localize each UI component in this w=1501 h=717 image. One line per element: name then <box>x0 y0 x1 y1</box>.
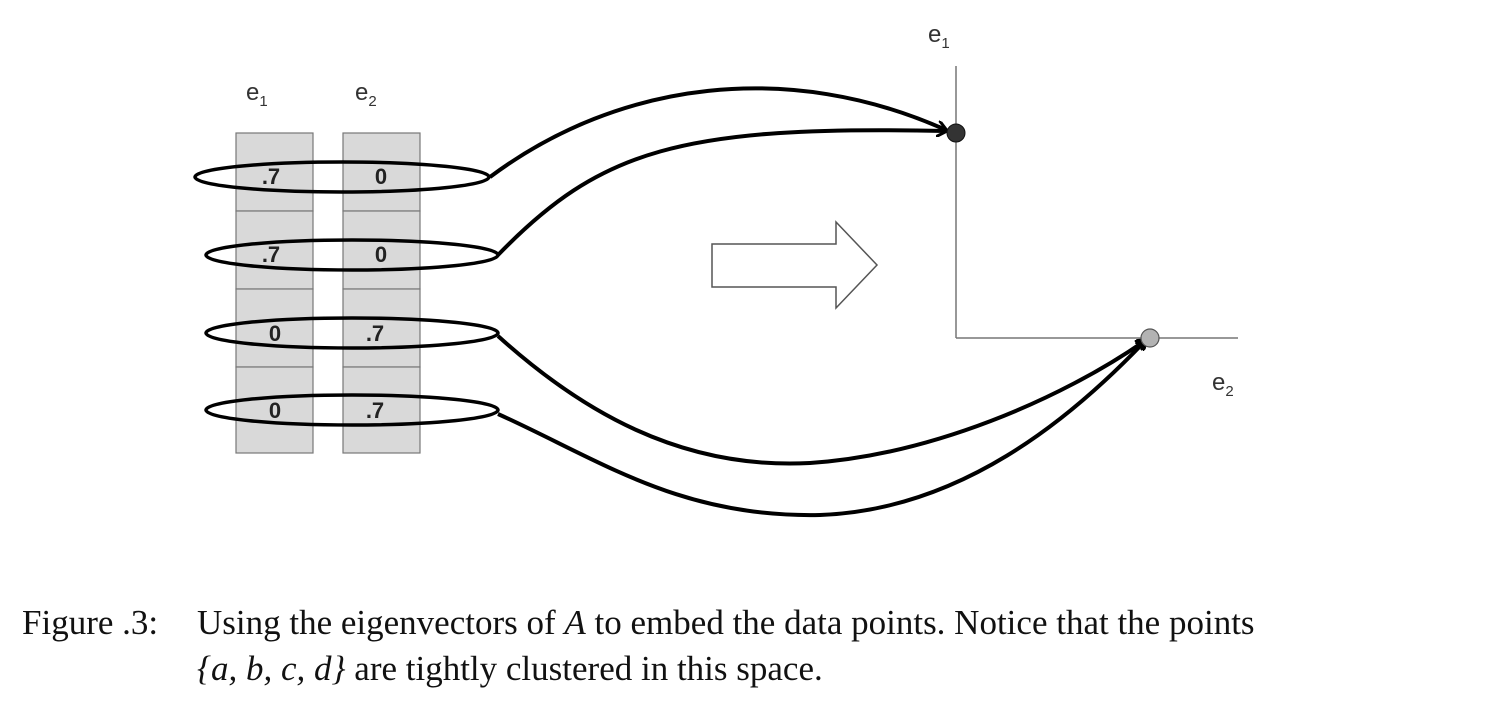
row-ellipse-4 <box>204 393 500 427</box>
caption-label: Figure .3: <box>22 603 159 642</box>
row-ellipse-1 <box>193 160 491 194</box>
figure-caption: Figure .3: Using the eigenvectors of A t… <box>22 600 1492 692</box>
mapping-arrow-row3 <box>496 334 1146 466</box>
row-ellipse-3 <box>204 316 500 350</box>
caption-line2: {a, b, c, d} are tightly clustered in th… <box>197 649 823 688</box>
column-label-e2: e2 <box>355 79 377 110</box>
cell-row1-e2: 0 <box>375 164 387 189</box>
caption-line1: Using the eigenvectors of A to embed the… <box>197 603 1255 642</box>
cell-row4-e2: .7 <box>366 398 384 423</box>
embedded-point-e2 <box>1140 328 1160 348</box>
cell-row1-e1: .7 <box>262 164 280 189</box>
cell-row4-e1: 0 <box>269 398 281 423</box>
eigenvector-column-e2 <box>342 132 421 454</box>
embedded-point-e1 <box>946 123 966 143</box>
cell-row2-e2: 0 <box>375 242 387 267</box>
embedding-diagram: e1 e2 .7 0 .7 0 0 .7 0 .7 e1 e2 <box>193 21 1238 518</box>
axis-label-e2: e2 <box>1212 369 1234 400</box>
caption-point-set: {a, b, c, d} <box>197 649 346 688</box>
cell-row3-e2: .7 <box>366 321 384 346</box>
cell-row3-e1: 0 <box>269 321 281 346</box>
mapping-arrow-row4 <box>497 340 1146 518</box>
axis-label-e1: e1 <box>928 21 950 52</box>
eigenvector-column-e1 <box>235 132 314 454</box>
column-label-e1: e1 <box>246 79 268 110</box>
caption-variable-a: A <box>564 603 586 642</box>
mapping-arrow-row2 <box>496 130 946 257</box>
mapping-arrow-row1 <box>488 86 946 179</box>
transform-arrow-icon <box>711 220 879 310</box>
cell-row2-e1: .7 <box>262 242 280 267</box>
